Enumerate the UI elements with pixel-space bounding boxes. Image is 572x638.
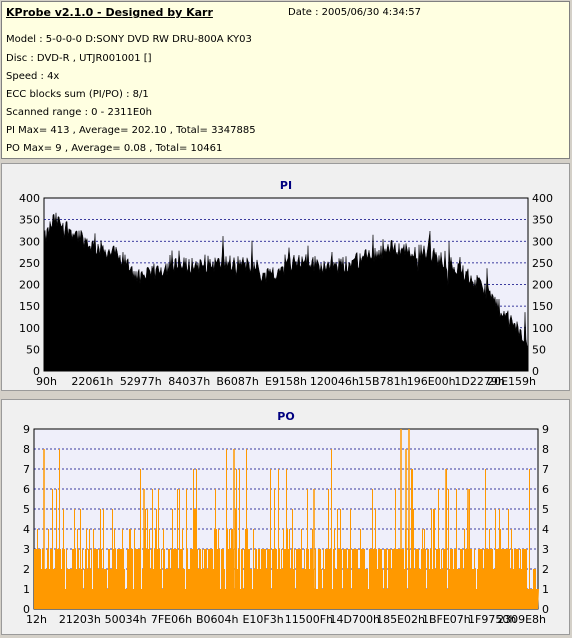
y-tick-label-left: 250 bbox=[19, 257, 40, 270]
pi-chart: PI 0 0 50 50 100 100 150 150 200 200 250 250 300 300 35… bbox=[19, 179, 553, 388]
x-tick-label: 196E00h bbox=[407, 375, 456, 388]
y-tick-label-left: 0 bbox=[33, 365, 40, 378]
y-tick-label-left: 50 bbox=[26, 343, 40, 356]
y-tick-label-right: 7 bbox=[542, 463, 549, 476]
x-tick-label: 84037h bbox=[168, 375, 210, 388]
po-chart: PO 0 0 1 1 2 2 3 3 4 4 5 5 6 6 7 7 8 8 9 9 12h 21203h 50034h 7FE… bbox=[23, 410, 549, 626]
x-tick-label: E9158h bbox=[265, 375, 307, 388]
pi-series-area bbox=[43, 212, 529, 372]
info-range: Scanned range : 0 - 2311E0h bbox=[6, 107, 152, 118]
y-tick-label-left: 4 bbox=[23, 523, 30, 536]
x-tick-label: 90h bbox=[36, 375, 57, 388]
x-tick-label: 1D2279h bbox=[454, 375, 504, 388]
x-tick-label: 22061h bbox=[71, 375, 113, 388]
x-tick-label: B6087h bbox=[216, 375, 259, 388]
y-tick-label-left: 100 bbox=[19, 322, 40, 335]
x-tick-label: E10F3h bbox=[242, 613, 283, 626]
info-model: Model : 5-0-0-0 D:SONY DVD RW DRU-800A K… bbox=[6, 34, 252, 45]
chart-title: PI bbox=[280, 179, 292, 192]
scan-date: Date : 2005/06/30 4:34:57 bbox=[288, 7, 421, 18]
info-speed: Speed : 4x bbox=[6, 71, 60, 82]
y-tick-label-left: 2 bbox=[23, 563, 30, 576]
x-tick-label: 20E159h bbox=[487, 375, 536, 388]
x-tick-label: 1BFE07h bbox=[422, 613, 471, 626]
y-tick-label-right: 6 bbox=[542, 483, 549, 496]
y-tick-label-right: 200 bbox=[532, 279, 553, 292]
x-tick-label: 12h bbox=[26, 613, 47, 626]
x-tick-label: 120046h bbox=[310, 375, 359, 388]
po-spikes bbox=[37, 429, 530, 609]
y-tick-label-right: 9 bbox=[542, 423, 549, 436]
y-tick-label-left: 9 bbox=[23, 423, 30, 436]
info-po-stats: PO Max= 9 , Average= 0.08 , Total= 10461 bbox=[6, 143, 223, 154]
x-tick-label: 15B781h bbox=[358, 375, 408, 388]
x-tick-label: 11500Fh bbox=[285, 613, 333, 626]
pi-chart-panel: PI 0 0 50 50 100 100 150 150 200 200 250 250 300 300 35… bbox=[1, 163, 570, 391]
x-tick-label: 50034h bbox=[105, 613, 147, 626]
y-tick-label-right: 1 bbox=[542, 583, 549, 596]
y-tick-label-left: 6 bbox=[23, 483, 30, 496]
y-tick-label-right: 150 bbox=[532, 300, 553, 313]
y-tick-label-right: 3 bbox=[542, 543, 549, 556]
y-tick-label-right: 100 bbox=[532, 322, 553, 335]
y-tick-label-left: 5 bbox=[23, 503, 30, 516]
po-chart-panel: PO 0 0 1 1 2 2 3 3 4 4 5 5 6 6 7 7 8 8 9 9 12h 21203h 50034h 7FE… bbox=[1, 399, 570, 635]
x-tick-label: 2309E8h bbox=[497, 613, 546, 626]
y-tick-label-right: 50 bbox=[532, 343, 546, 356]
y-tick-label-right: 350 bbox=[532, 214, 553, 227]
app-title: KProbe v2.1.0 - Designed by Karr bbox=[6, 6, 213, 19]
info-panel: KProbe v2.1.0 - Designed by Karr Date : … bbox=[1, 1, 570, 159]
y-tick-label-right: 0 bbox=[532, 365, 539, 378]
y-tick-label-left: 7 bbox=[23, 463, 30, 476]
y-tick-label-right: 4 bbox=[542, 523, 549, 536]
y-tick-label-left: 300 bbox=[19, 235, 40, 248]
y-tick-label-right: 0 bbox=[542, 603, 549, 616]
y-tick-label-left: 150 bbox=[19, 300, 40, 313]
y-tick-label-right: 300 bbox=[532, 235, 553, 248]
y-tick-label-left: 8 bbox=[23, 443, 30, 456]
y-tick-label-right: 5 bbox=[542, 503, 549, 516]
y-tick-label-left: 1 bbox=[23, 583, 30, 596]
y-tick-label-right: 250 bbox=[532, 257, 553, 270]
info-ecc: ECC blocks sum (PI/PO) : 8/1 bbox=[6, 89, 149, 100]
y-tick-label-right: 8 bbox=[542, 443, 549, 456]
x-tick-label: 21203h bbox=[59, 613, 101, 626]
y-tick-label-right: 400 bbox=[532, 192, 553, 205]
x-tick-label: B0604h bbox=[196, 613, 239, 626]
x-tick-label: 1F9750h bbox=[468, 613, 516, 626]
info-pi-stats: PI Max= 413 , Average= 202.10 , Total= 3… bbox=[6, 125, 256, 136]
x-tick-label: 52977h bbox=[120, 375, 162, 388]
y-tick-label-left: 3 bbox=[23, 543, 30, 556]
info-disc: Disc : DVD-R , UTJR001001 [] bbox=[6, 53, 152, 64]
y-tick-label-left: 400 bbox=[19, 192, 40, 205]
y-tick-label-left: 350 bbox=[19, 214, 40, 227]
y-tick-label-right: 2 bbox=[542, 563, 549, 576]
y-tick-label-left: 0 bbox=[23, 603, 30, 616]
chart-title: PO bbox=[277, 410, 294, 423]
y-tick-label-left: 200 bbox=[19, 279, 40, 292]
x-tick-label: 185E02h bbox=[376, 613, 425, 626]
x-tick-label: 14D700h bbox=[330, 613, 380, 626]
x-tick-label: 7FE06h bbox=[151, 613, 192, 626]
